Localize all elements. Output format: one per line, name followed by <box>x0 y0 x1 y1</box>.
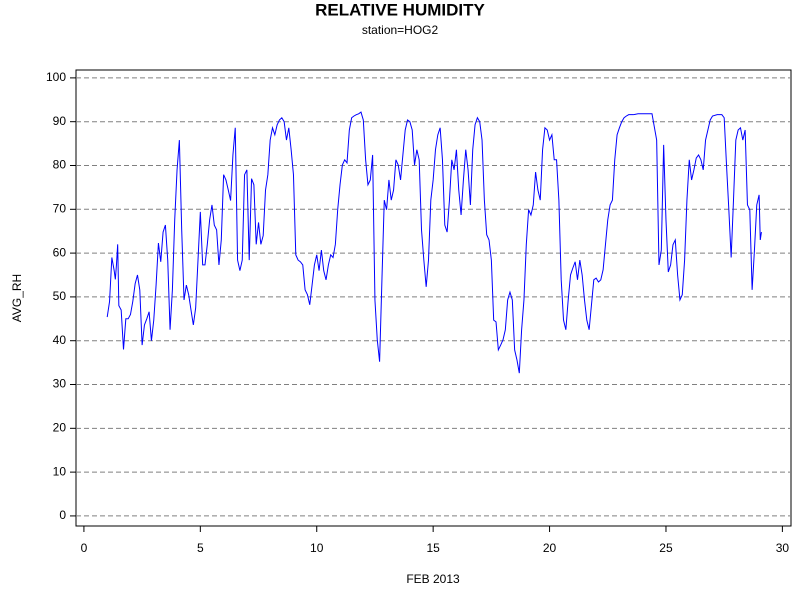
y-tick-label: 50 <box>53 289 67 303</box>
y-axis-label: AVG_RH <box>10 274 24 322</box>
y-tick-label: 80 <box>53 158 67 172</box>
x-tick-label: 10 <box>310 541 324 555</box>
x-tick-label: 0 <box>81 541 88 555</box>
x-tick-label: 20 <box>543 541 557 555</box>
y-tick-label: 10 <box>53 464 67 478</box>
y-tick-label: 100 <box>46 70 66 84</box>
x-tick-label: 15 <box>426 541 440 555</box>
y-tick-label: 60 <box>53 245 67 259</box>
plot-frame <box>75 69 792 527</box>
x-tick-label: 30 <box>776 541 790 555</box>
y-tick-label: 30 <box>53 377 67 391</box>
y-tick-label: 90 <box>53 114 67 128</box>
data-line <box>106 111 762 374</box>
y-tick-label: 0 <box>59 508 66 522</box>
x-tick-label: 25 <box>659 541 673 555</box>
chart-title: RELATIVE HUMIDITY <box>315 0 485 19</box>
y-tick-label: 70 <box>53 201 67 215</box>
chart-subtitle: station=HOG2 <box>362 23 439 37</box>
x-tick-label: 5 <box>197 541 204 555</box>
y-tick-label: 20 <box>53 420 67 434</box>
y-tick-label: 40 <box>53 333 67 347</box>
x-axis-label: FEB 2013 <box>406 572 460 586</box>
